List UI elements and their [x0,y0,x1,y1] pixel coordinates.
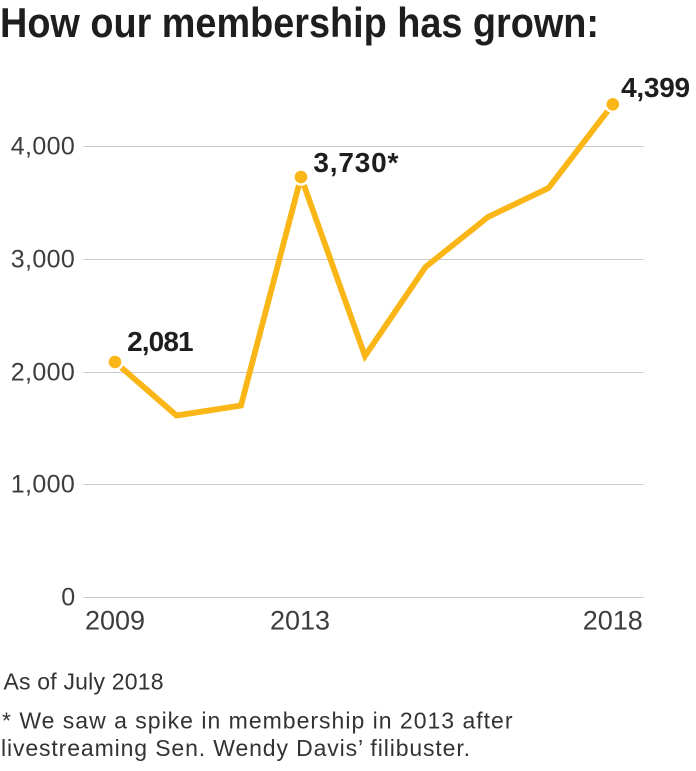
svg-text:3,000: 3,000 [11,246,75,274]
svg-text:livestreaming Sen. Wendy Davis: livestreaming Sen. Wendy Davis’ filibust… [1,735,470,761]
svg-text:4,000: 4,000 [11,133,75,161]
svg-text:3,730*: 3,730* [313,147,398,178]
svg-text:2,081: 2,081 [127,326,194,357]
svg-text:2013: 2013 [270,606,330,636]
svg-text:4,399: 4,399 [621,72,690,103]
svg-text:2009: 2009 [85,606,145,636]
svg-text:1,000: 1,000 [11,471,75,499]
svg-text:2018: 2018 [583,606,643,636]
svg-text:As of July 2018: As of July 2018 [4,669,164,695]
svg-text:2,000: 2,000 [11,359,75,387]
svg-text:How our membership has grown:: How our membership has grown: [0,0,599,46]
svg-text:0: 0 [61,584,75,612]
svg-text:* We saw a spike in membership: * We saw a spike in membership in 2013 a… [2,707,513,733]
